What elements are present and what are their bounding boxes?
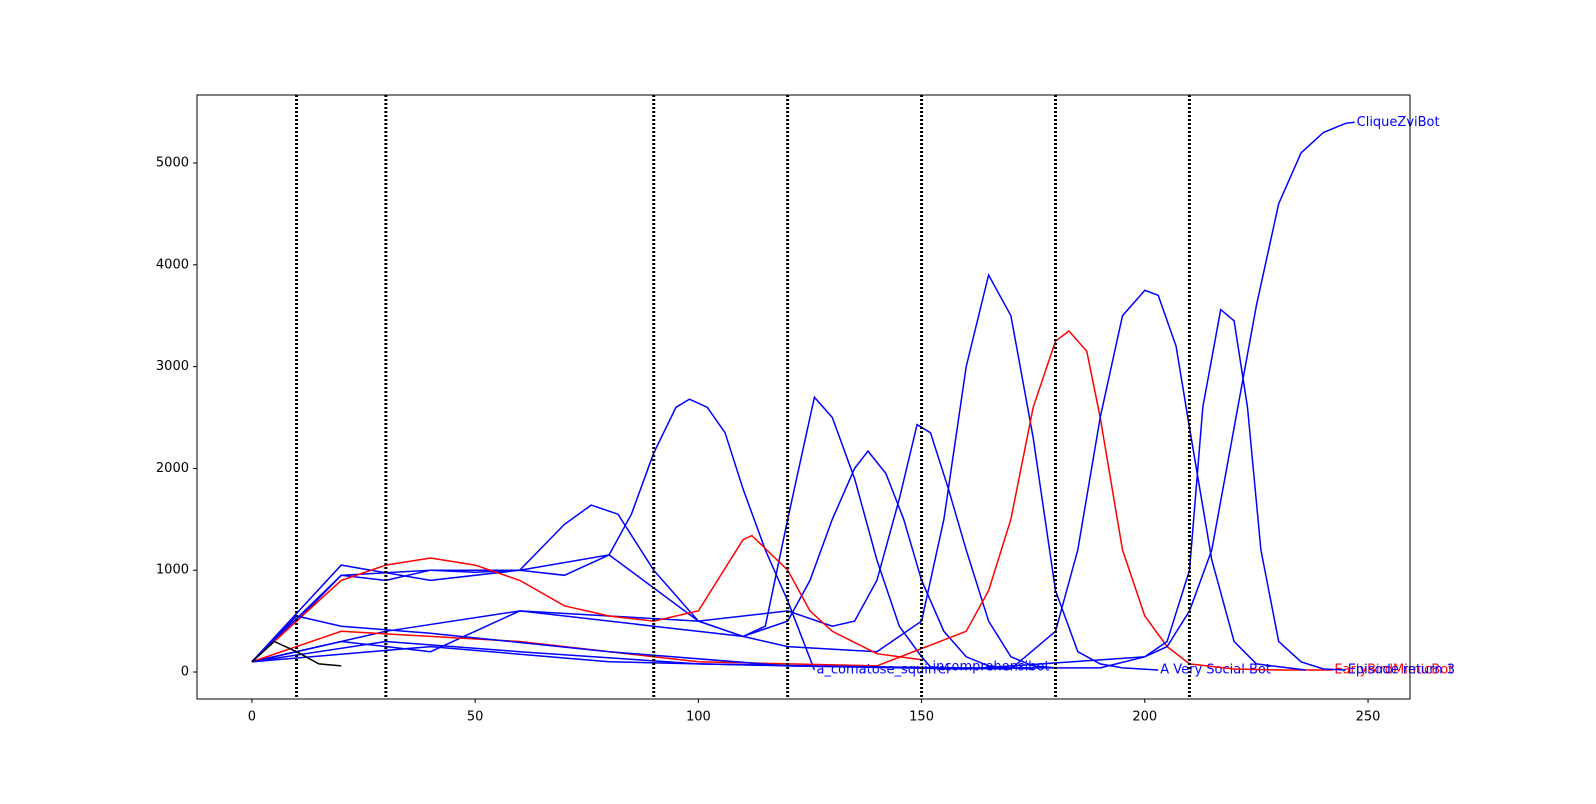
y-tick-label: 2000 — [156, 461, 189, 476]
x-tick-label: 50 — [467, 710, 484, 725]
y-tick-label: 5000 — [156, 156, 189, 171]
line — [251, 395, 932, 668]
x-tick-label: 200 — [1132, 710, 1157, 725]
plot-frame — [196, 94, 1411, 700]
y-tick-label: 1000 — [156, 563, 189, 578]
x-tick-label: 0 — [248, 710, 256, 725]
x-tick-label: 150 — [909, 710, 934, 725]
y-tick-label: 0 — [181, 665, 189, 680]
line — [251, 121, 1355, 670]
line — [251, 272, 1159, 671]
line — [251, 449, 1034, 670]
x-tick-label: 100 — [686, 710, 711, 725]
y-tick-label: 4000 — [156, 257, 189, 272]
line-label: A Very Social Bot — [1160, 662, 1271, 677]
line-label: CliqueZviBot — [1357, 115, 1440, 130]
line — [251, 289, 1306, 671]
line-label: EarlyBirdMimicBot — [1334, 662, 1453, 677]
line-label: Episode return 3 — [1348, 662, 1455, 677]
y-tick-label: 3000 — [156, 359, 189, 374]
line — [251, 534, 922, 663]
line — [251, 329, 1333, 671]
x-tick-label: 250 — [1356, 710, 1381, 725]
line — [251, 308, 1346, 671]
